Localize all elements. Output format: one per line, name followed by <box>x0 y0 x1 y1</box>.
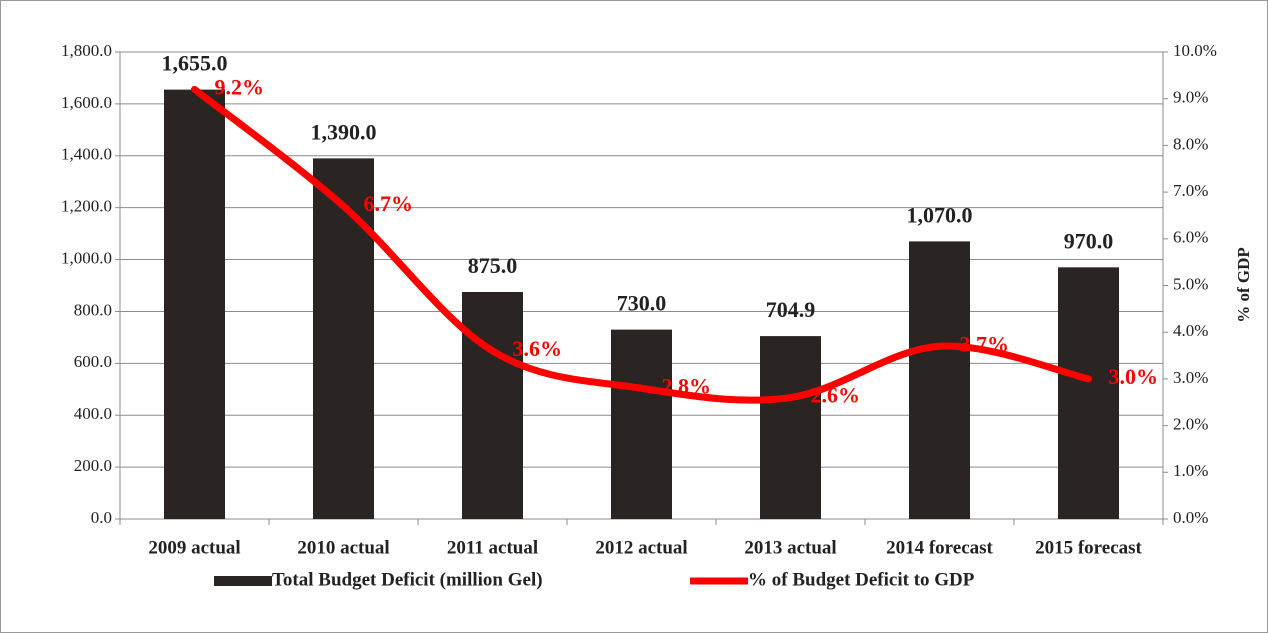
bar <box>909 241 970 519</box>
line-value-label: 2.8% <box>662 373 712 398</box>
bar <box>462 291 523 519</box>
y-tick-label: 0.0 <box>91 508 112 527</box>
line-value-label: 2.6% <box>811 383 861 408</box>
y-tick-label: 1,000.0 <box>61 248 112 267</box>
y2-tick-label: 0.0% <box>1173 508 1208 527</box>
bar-value-label: 1,655.0 <box>162 51 228 76</box>
bar-value-label: 1,070.0 <box>907 202 973 227</box>
legend-label: % of Budget Deficit to GDP <box>748 569 975 590</box>
x-tick-label: 2012 actual <box>595 537 687 558</box>
y2-tick-label: 7.0% <box>1173 181 1208 200</box>
line <box>191 85 1092 404</box>
y-tick-label: 400.0 <box>74 404 112 423</box>
bar <box>313 158 374 519</box>
bar-value-label: 704.9 <box>766 297 816 322</box>
line-value-label: 9.2% <box>215 74 265 99</box>
bar-value-label: 970.0 <box>1064 228 1114 253</box>
y-tick-label: 600.0 <box>74 352 112 371</box>
y2-tick-label: 5.0% <box>1173 274 1208 293</box>
x-tick-label: 2013 actual <box>744 537 836 558</box>
y2-tick-label: 4.0% <box>1173 321 1208 340</box>
y2-tick-label: 3.0% <box>1173 368 1208 387</box>
y2-tick-label: 10.0% <box>1173 41 1217 60</box>
y2-tick-label: 8.0% <box>1173 134 1208 153</box>
x-tick-label: 2009 actual <box>148 537 240 558</box>
y-tick-label: 200.0 <box>74 456 112 475</box>
bar <box>1058 267 1119 519</box>
y2-tick-label: 1.0% <box>1173 461 1208 480</box>
x-tick-label: 2011 actual <box>447 537 538 558</box>
bar-value-label: 1,390.0 <box>311 119 377 144</box>
bar <box>164 89 225 519</box>
legend-swatch <box>214 576 272 586</box>
legend-label: Total Budget Deficit (million Gel) <box>272 569 543 590</box>
line-value-label: 3.7% <box>960 331 1010 356</box>
line-value-label: 3.0% <box>1109 364 1159 389</box>
y2-tick-label: 9.0% <box>1173 88 1208 107</box>
bar <box>760 336 821 519</box>
bar <box>611 329 672 519</box>
x-tick-label: 2014 forecast <box>886 537 993 558</box>
y2-tick-label: 2.0% <box>1173 415 1208 434</box>
y-tick-label: 800.0 <box>74 300 112 319</box>
line-value-label: 3.6% <box>513 336 563 361</box>
x-tick-label: 2010 actual <box>297 537 389 558</box>
bar-value-label: 875.0 <box>468 253 518 278</box>
y-tick-label: 1,400.0 <box>61 145 112 164</box>
y-tick-label: 1,200.0 <box>61 197 112 216</box>
y2-axis-title: % of GDP <box>1234 247 1253 323</box>
x-tick-label: 2015 forecast <box>1035 537 1142 558</box>
bar-value-label: 730.0 <box>617 291 667 316</box>
y2-tick-label: 6.0% <box>1173 228 1208 247</box>
y-tick-label: 1,600.0 <box>61 93 112 112</box>
line-value-label: 6.7% <box>364 191 414 216</box>
y-tick-label: 1,800.0 <box>61 41 112 60</box>
